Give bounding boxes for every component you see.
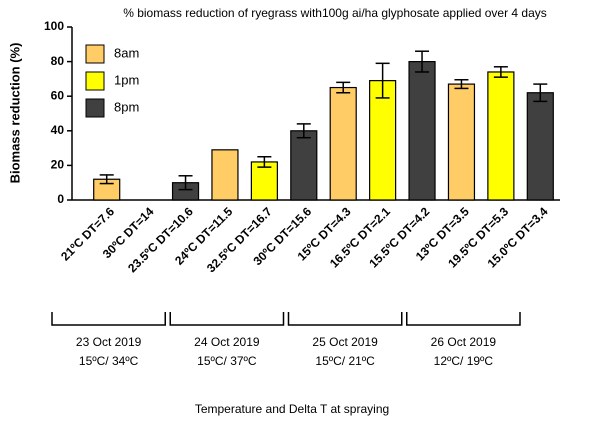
bar <box>211 149 239 201</box>
date-label: 25 Oct 2019 <box>312 335 378 349</box>
legend-swatch <box>85 44 105 64</box>
error-bar <box>454 79 469 90</box>
date-temps: 15ºC/ 34ºC <box>79 354 139 368</box>
date-temps: 15ºC/ 37ºC <box>197 354 257 368</box>
bar <box>369 80 397 201</box>
bar <box>487 71 515 201</box>
y-tick-label: 80 <box>51 54 65 68</box>
error-bar <box>493 66 508 78</box>
bar <box>250 161 278 201</box>
legend-label: 8am <box>114 45 139 60</box>
date-temps: 15ºC/ 21ºC <box>315 354 375 368</box>
bar <box>290 130 318 201</box>
date-label: 26 Oct 2019 <box>431 335 497 349</box>
chart-title: % biomass reduction of ryegrass with100g… <box>123 6 547 20</box>
y-tick-label: 20 <box>51 158 65 172</box>
bar <box>329 86 357 201</box>
y-tick-label: 0 <box>57 192 64 206</box>
error-bar <box>178 175 193 191</box>
y-tick-label: 100 <box>44 19 64 33</box>
legend-label: 8pm <box>114 99 139 114</box>
y-tick-label: 60 <box>51 88 65 102</box>
date-bracket <box>287 312 403 326</box>
error-bar <box>375 62 390 99</box>
error-bar <box>296 123 311 139</box>
y-tick-label: 40 <box>51 123 65 137</box>
date-label: 23 Oct 2019 <box>76 335 142 349</box>
date-bracket <box>169 312 285 326</box>
date-bracket <box>406 312 521 326</box>
error-bar <box>257 156 272 168</box>
legend-label: 1pm <box>114 72 139 87</box>
x-axis-label: Temperature and Delta T at spraying <box>195 402 389 416</box>
date-temps: 12ºC/ 19ºC <box>434 354 494 368</box>
bar <box>526 92 554 201</box>
error-bar <box>415 50 430 73</box>
error-bar <box>533 83 548 103</box>
bar <box>408 60 436 201</box>
legend-swatch <box>85 71 105 91</box>
error-bar <box>99 174 114 185</box>
date-bracket <box>51 312 166 326</box>
bar <box>447 83 476 201</box>
error-bar <box>336 81 351 94</box>
date-label: 24 Oct 2019 <box>194 335 260 349</box>
y-axis-label: Biomass reduction (%) <box>7 43 22 184</box>
legend-swatch <box>85 98 105 118</box>
